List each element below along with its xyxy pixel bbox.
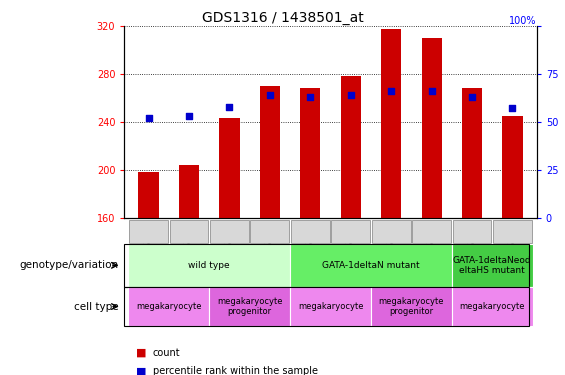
Bar [493,220,532,243]
Bar [179,165,199,218]
Text: 100%: 100% [509,16,537,26]
Bar [219,118,240,218]
Bar [209,287,290,326]
Text: ■: ■ [136,366,146,375]
Point [306,94,315,100]
Bar [331,220,370,243]
Point [144,115,153,121]
Bar [452,244,533,287]
Point [386,88,396,94]
Text: ■: ■ [136,348,146,357]
Text: megakaryocyte
progenitor: megakaryocyte progenitor [379,297,444,316]
Text: GATA-1deltaNeod
eltaHS mutant: GATA-1deltaNeod eltaHS mutant [453,256,532,275]
Bar [381,28,401,218]
Text: megakaryocyte: megakaryocyte [459,302,525,311]
Text: count: count [153,348,180,357]
Bar [290,244,452,287]
Bar [129,220,168,243]
Bar [128,244,290,287]
Bar [371,287,452,326]
Text: wild type: wild type [188,261,230,270]
Text: megakaryocyte: megakaryocyte [136,302,202,311]
Point [185,113,194,119]
Bar [453,220,492,243]
Text: percentile rank within the sample: percentile rank within the sample [153,366,318,375]
Text: cell type: cell type [74,302,119,312]
Bar [412,220,451,243]
Bar [250,220,289,243]
Point [467,94,476,100]
Point [225,104,234,110]
Bar [138,172,159,217]
Bar [210,220,249,243]
Text: megakaryocyte
progenitor: megakaryocyte progenitor [217,297,282,316]
Text: GATA-1deltaN mutant: GATA-1deltaN mutant [322,261,420,270]
Bar [128,287,209,326]
Bar [421,38,442,218]
Bar [260,86,280,218]
Bar [462,88,482,218]
Bar [170,220,208,243]
Point [266,92,275,98]
Bar [372,220,411,243]
Point [427,88,436,94]
Point [508,105,517,111]
Bar [502,116,523,218]
Point [346,92,355,98]
Text: GDS1316 / 1438501_at: GDS1316 / 1438501_at [202,11,363,25]
Text: genotype/variation: genotype/variation [20,260,119,270]
Bar [291,220,330,243]
Bar [452,287,533,326]
Bar [290,287,371,326]
Text: megakaryocyte: megakaryocyte [298,302,363,311]
Bar [300,88,320,218]
Bar [341,76,361,218]
